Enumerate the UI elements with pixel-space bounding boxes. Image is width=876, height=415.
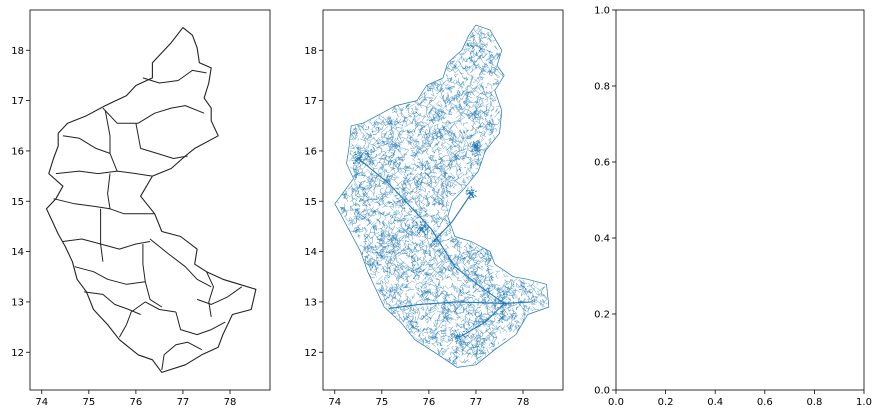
district-boundary [102,105,205,124]
y-tick-label: 17 [11,96,24,107]
axis-ticks: 74 75 76 77 78 12 13 14 15 16 17 18 [304,46,529,408]
district-boundary [53,198,111,210]
y-tick-label: 16 [304,146,317,157]
road-network-map-panel: 74 75 76 77 78 12 13 14 15 16 17 18 [304,9,564,408]
x-tick-label: 74 [328,397,341,408]
district-boundary [175,311,226,336]
district-boundary [161,341,203,370]
district-boundary [142,244,163,308]
y-tick-label: 18 [11,46,24,57]
y-tick-label: 0.8 [594,82,610,93]
empty-axes-panel: 0.0 0.2 0.4 0.6 0.8 1.0 0.0 0.2 0.4 0.6 0.8 1.0 [594,6,872,409]
y-tick-label: 15 [11,197,24,208]
y-tick-label: 16 [11,146,24,157]
road-segments [336,27,548,366]
y-tick-label: 0.2 [594,310,610,321]
district-boundary [100,208,104,262]
district-boundary [118,301,176,338]
y-tick-label: 14 [304,247,317,258]
district-boundary [104,110,118,172]
y-tick-label: 0.6 [594,158,610,169]
y-tick-label: 13 [304,297,317,308]
district-boundary [62,135,111,154]
state-road-edge [334,24,550,368]
x-tick-label: 0.6 [757,397,773,408]
highway [459,303,505,338]
x-tick-label: 77 [470,397,483,408]
plot-frame [29,9,271,391]
district-boundary [62,238,151,250]
y-tick-label: 15 [304,197,317,208]
urban-road-clusters [351,140,523,346]
x-tick-label: 77 [177,397,190,408]
axis-ticks: 74 75 76 77 78 12 13 14 15 16 17 18 [11,46,236,408]
y-tick-label: 13 [11,297,24,308]
highway [388,301,533,310]
x-tick-label: 0.0 [608,397,624,408]
x-tick-label: 75 [375,397,388,408]
y-tick-label: 12 [11,348,24,359]
district-boundary [206,271,214,318]
x-tick-label: 74 [35,397,48,408]
y-tick-label: 0.4 [594,234,610,245]
plot-frame [322,9,564,391]
y-tick-label: 18 [304,46,317,57]
x-tick-label: 78 [517,397,530,408]
y-tick-label: 14 [11,247,24,258]
district-boundary [135,123,188,159]
district-boundary [74,266,146,285]
district-boundaries-layer [45,27,257,373]
y-tick-label: 1.0 [594,6,610,17]
highway [357,158,505,304]
district-boundary [149,238,212,288]
x-tick-label: 0.8 [806,397,822,408]
road-network-layer [334,24,550,368]
x-tick-label: 0.4 [707,397,723,408]
district-boundary [107,173,155,215]
x-tick-label: 78 [224,397,237,408]
y-tick-label: 17 [304,96,317,107]
x-tick-label: 76 [423,397,436,408]
plot-frame [615,9,865,391]
x-tick-label: 1.0 [856,397,872,408]
highway [433,193,472,242]
x-tick-label: 76 [130,397,143,408]
district-boundary [55,170,153,177]
axis-ticks: 0.0 0.2 0.4 0.6 0.8 1.0 0.0 0.2 0.4 0.6 0.8 1.0 [594,6,872,409]
state-outline [45,27,257,373]
y-tick-label: 12 [304,348,317,359]
district-boundary-map-panel: 74 75 76 77 78 12 13 14 15 16 17 18 [11,9,271,408]
district-boundary [142,69,207,84]
x-tick-label: 75 [82,397,95,408]
x-tick-label: 0.2 [658,397,674,408]
district-boundary [196,286,243,305]
y-tick-label: 0.0 [594,386,610,397]
